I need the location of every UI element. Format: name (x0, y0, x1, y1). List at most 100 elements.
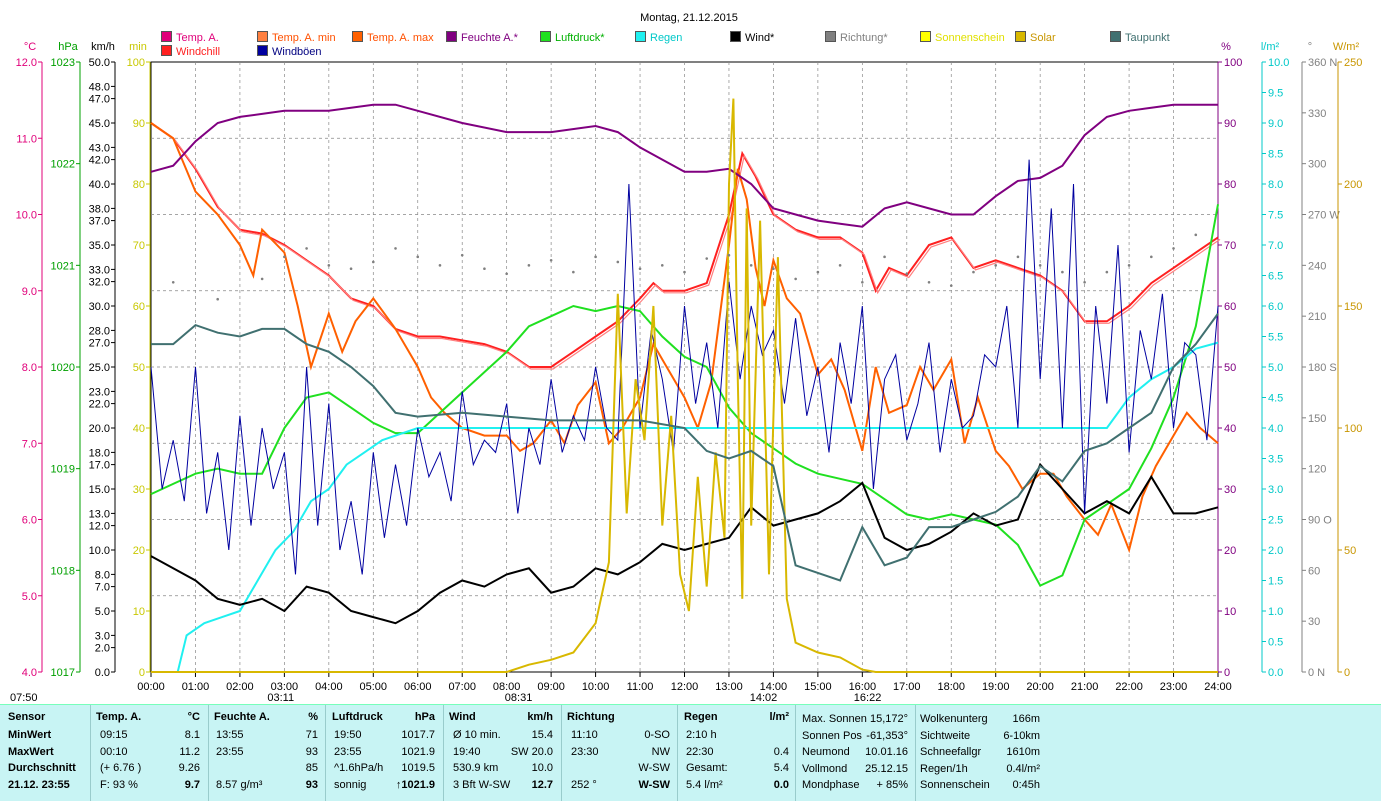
direction-point (838, 264, 842, 267)
x-tick-label: 01:00 (182, 681, 210, 693)
x-tick-label: 07:00 (448, 681, 476, 693)
series-wind- (150, 462, 1219, 625)
direction-point (171, 280, 175, 284)
left-axis-label: 6.0 (22, 515, 37, 527)
legend-item[interactable]: Wind* (730, 31, 774, 44)
stats-wind-value: 10.0 (531, 762, 553, 774)
right-axis-label: 5.5 (1268, 332, 1283, 344)
astro-key: Neumond (802, 746, 850, 758)
astro-key: Vollmond (802, 762, 848, 775)
legend-swatch (920, 31, 931, 42)
left-axis-label: 13.0 (89, 508, 110, 520)
direction-point (216, 297, 219, 301)
x-tick-label: 06:00 (404, 681, 432, 693)
right-axis-label: 330 (1308, 108, 1326, 120)
stats-rain-value: 0.4 (773, 745, 789, 758)
legend-item[interactable]: Sonnenschein (920, 31, 1005, 44)
direction-point (616, 260, 620, 264)
right-axis-label: 2.5 (1268, 515, 1283, 527)
stats-header: Feuchte A. (214, 711, 270, 723)
direction-point (905, 272, 909, 276)
right-axis-label: 7.0 (1268, 240, 1283, 252)
stats-press-time: 19:50 (334, 729, 362, 741)
left-axis-label: 20.0 (89, 423, 110, 435)
left-axis-label: 50 (133, 362, 145, 374)
direction-point (1127, 264, 1131, 267)
left-axis-label: 17.0 (89, 460, 110, 472)
left-axis-unit: °C (24, 41, 36, 53)
legend-item[interactable]: Temp. A. min (257, 31, 336, 44)
direction-point (994, 264, 998, 267)
direction-point (549, 258, 553, 262)
left-axis-unit: km/h (91, 41, 115, 53)
legend-item[interactable]: Regen (635, 31, 682, 44)
direction-point (1016, 255, 1020, 259)
left-axis-label: 47.0 (89, 94, 110, 106)
direction-point (1172, 247, 1175, 250)
stats-separator (915, 705, 916, 801)
stats-dir-time: 23:30 (571, 745, 599, 758)
stats-wind-label: 19:40 (453, 745, 481, 758)
direction-point (794, 277, 797, 281)
stats-wind-label: 530.9 km (453, 762, 499, 774)
direction-point (438, 264, 442, 267)
astro-key: Wolkenunterg (920, 713, 988, 725)
right-axis-label: 10 (1224, 606, 1236, 618)
right-axis-label: 60 (1308, 565, 1320, 577)
stats-wind-label: Ø 10 min. (453, 729, 501, 741)
stats-separator (677, 705, 678, 801)
right-axis-label: 70 (1224, 240, 1236, 252)
x-tick-label: 24:00 (1204, 681, 1232, 693)
left-axis-label: 20 (133, 545, 145, 557)
left-axis-label: 28.0 (89, 325, 110, 337)
stats-wind-value: 15.4 (531, 729, 553, 741)
sun-marker-sunrise_dawn: 07:50 (10, 692, 38, 704)
right-axis-label: 30 (1224, 484, 1236, 496)
legend-item[interactable]: Temp. A. (161, 31, 219, 44)
astro-value: -61,353° (866, 729, 908, 742)
chart-title: Montag, 21.12.2015 (640, 12, 738, 24)
legend-item[interactable]: Luftdruck* (540, 31, 605, 44)
stats-press-value: 1017.7 (401, 729, 435, 741)
left-axis-label: 1021 (51, 260, 75, 272)
series-regen (151, 341, 1219, 673)
legend-item[interactable]: Windchill (161, 45, 220, 58)
direction-point (1061, 270, 1064, 274)
legend-item[interactable]: Taupunkt (1110, 31, 1170, 44)
legend-item[interactable]: Richtung* (825, 31, 888, 44)
stats-hum-value: 93 (305, 778, 318, 791)
right-axis-unit: % (1221, 41, 1231, 53)
legend-swatch (446, 31, 457, 42)
left-axis-label: 12.0 (89, 521, 110, 533)
right-axis-label: 50 (1344, 545, 1356, 557)
left-axis-label: 40 (133, 423, 145, 435)
left-axis-label: 45.0 (89, 118, 110, 130)
direction-point (705, 257, 709, 260)
legend-item[interactable]: Temp. A. max (352, 31, 434, 44)
left-axis-label: 42.0 (89, 155, 110, 167)
sun-marker-moon_set: 03:11 (267, 692, 294, 704)
legend-item[interactable]: Solar (1015, 31, 1056, 44)
stats-separator (90, 705, 91, 801)
legend-swatch (635, 31, 646, 42)
stats-temp-time: (+ 6.76 ) (100, 762, 142, 774)
direction-point (949, 284, 953, 287)
direction-point (1105, 270, 1109, 274)
stats-hum-time: 8.57 g/m³ (216, 778, 263, 791)
direction-point (816, 270, 820, 274)
sun-marker-sunset: 16:22 (854, 692, 882, 704)
x-tick-label: 04:00 (315, 681, 343, 693)
right-axis-label: 90 (1224, 118, 1236, 130)
legend-item[interactable]: Windböen (257, 45, 322, 58)
astro-value: 6-10km (1003, 729, 1040, 742)
right-axis-label: 1.5 (1268, 576, 1283, 588)
series-windchill (152, 124, 1221, 370)
right-axis-label: 10.0 (1268, 57, 1289, 69)
left-axis-label: 22.0 (89, 399, 110, 411)
stats-hum-value: 71 (305, 729, 318, 741)
legend-label: Regen (650, 32, 683, 44)
stats-press-time: 23:55 (334, 745, 362, 758)
legend-label: Temp. A. max (367, 32, 434, 44)
legend-item[interactable]: Feuchte A.* (446, 31, 518, 44)
right-axis-label: 100 (1344, 423, 1362, 435)
